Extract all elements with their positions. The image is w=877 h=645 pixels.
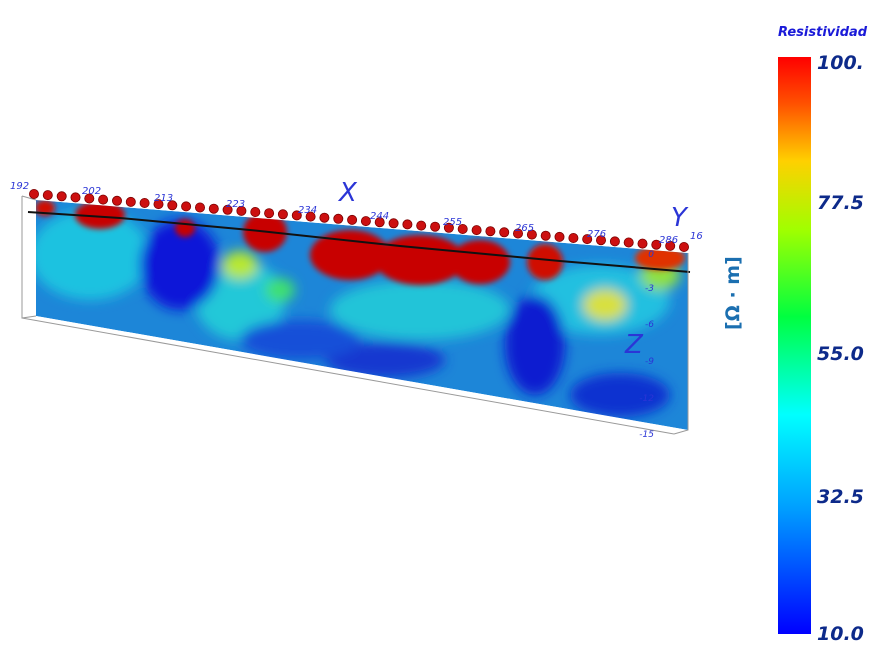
colorbar-tick: 32.5 [817, 486, 864, 508]
z-axis-label: Z [625, 330, 643, 360]
electrode-marker [568, 232, 579, 243]
electrode-marker [208, 203, 219, 214]
electrode-marker [112, 195, 123, 206]
x-axis-label: X [339, 178, 357, 208]
electrode-marker [402, 219, 413, 230]
x-tick-label: 234 [298, 205, 318, 216]
electrode-marker [637, 238, 648, 249]
x-tick-label: 255 [443, 217, 463, 228]
electrode-marker [153, 199, 164, 210]
electrode-marker [485, 226, 496, 237]
x-tick-label: 286 [659, 235, 679, 246]
colorbar-unit: [Ω · m] [722, 256, 744, 330]
electrode-marker [222, 204, 233, 215]
electrode-marker [70, 192, 81, 203]
z-tick-label: -9 [645, 357, 654, 367]
electrode-marker [596, 235, 607, 246]
y-axis-label: Y [671, 203, 687, 233]
electrode-marker [264, 208, 275, 219]
electrode-marker [277, 209, 288, 220]
x-tick-label: 223 [226, 199, 246, 210]
colorbar [778, 57, 811, 634]
electrode-array [28, 188, 690, 252]
electrode-marker [513, 228, 524, 239]
x-tick-label: 202 [82, 186, 102, 197]
x-tick-label: 192 [10, 181, 30, 192]
electrode-marker [623, 237, 634, 248]
electrode-marker [679, 241, 690, 252]
x-tick-label: 213 [154, 193, 174, 204]
topography-line [27, 211, 691, 273]
electrode-marker [651, 239, 662, 250]
electrode-marker [139, 197, 150, 208]
z-tick-label: 0 [648, 250, 654, 260]
electrode-marker [319, 212, 330, 223]
electrode-marker [416, 220, 427, 231]
x-tick-label: 244 [370, 211, 390, 222]
electrode-marker [194, 202, 205, 213]
electrode-marker [56, 191, 67, 202]
resistivity-slice [36, 200, 688, 430]
electrode-marker [305, 211, 316, 222]
z-tick-label: -15 [639, 430, 654, 440]
electrode-marker [42, 190, 53, 201]
electrode-marker [167, 200, 178, 211]
electrode-marker [582, 234, 593, 245]
colorbar-tick: 55.0 [817, 343, 864, 365]
z-tick-label: -12 [639, 394, 654, 404]
colorbar-tick-max: 100. [817, 52, 864, 74]
x-tick-label: 276 [587, 229, 607, 240]
z-tick-label: -6 [645, 320, 654, 330]
electrode-marker [125, 196, 136, 207]
x-tick-label: 265 [515, 223, 535, 234]
colorbar-title: Resistividad [778, 25, 868, 40]
electrode-marker [388, 218, 399, 229]
electrode-marker [236, 205, 247, 216]
colorbar-tick: 77.5 [817, 192, 864, 214]
electrode-marker [98, 194, 109, 205]
electrode-marker [374, 217, 385, 228]
colorbar-tick-min: 10.0 [817, 623, 864, 645]
y-tick-label: 16 [690, 231, 703, 242]
electrode-marker [347, 214, 358, 225]
electrode-marker [499, 227, 510, 238]
electrode-marker [443, 222, 454, 233]
electrode-marker [665, 240, 676, 251]
electrode-marker [526, 229, 537, 240]
electrode-marker [333, 213, 344, 224]
electrode-marker [609, 236, 620, 247]
z-tick-label: -3 [645, 284, 654, 294]
electrode-marker [360, 216, 371, 227]
electrode-marker [291, 210, 302, 221]
electrode-marker [540, 230, 551, 241]
electrode-marker [554, 231, 565, 242]
electrode-marker [28, 188, 39, 199]
electrode-marker [250, 206, 261, 217]
electrode-marker [457, 223, 468, 234]
electrode-marker [84, 193, 95, 204]
electrode-marker [471, 225, 482, 236]
electrode-marker [430, 221, 441, 232]
electrode-marker [181, 201, 192, 212]
